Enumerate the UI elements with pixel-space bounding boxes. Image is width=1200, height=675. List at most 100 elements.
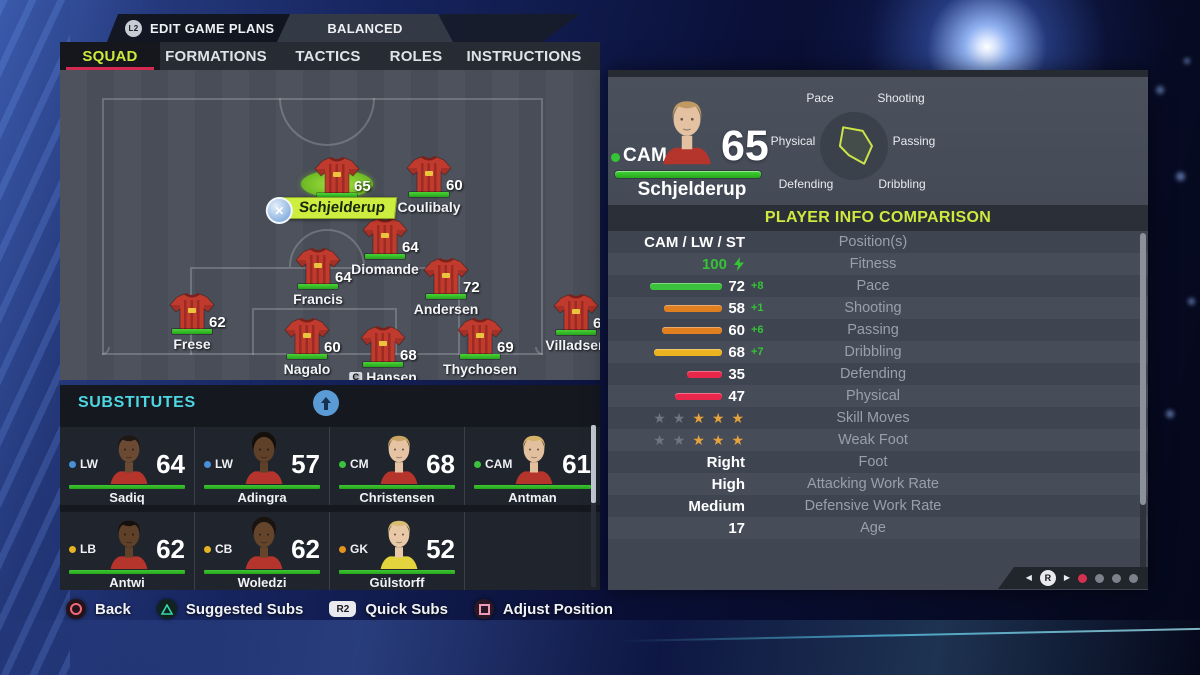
- r2-button-icon: R2: [329, 601, 357, 617]
- pitch-player[interactable]: 60 Coulibaly: [397, 155, 463, 215]
- attribute-label: Dribbling: [844, 344, 902, 360]
- comparison-row: 68 +7 Dribbling: [608, 341, 1148, 363]
- control-label: Back: [95, 600, 131, 618]
- stadium-light-streaks: [0, 0, 70, 675]
- player-info-panel: CAM 65 Schjelderup Pace Shooting Passing Dr…: [608, 70, 1148, 590]
- pitch-player[interactable]: 62 Frese: [169, 292, 226, 352]
- substitute-card[interactable]: LW 64 Sadiq: [60, 427, 195, 505]
- substitute-card[interactable]: CB 62 Woledzi: [195, 512, 330, 590]
- stadium-bokeh-light: [1166, 410, 1174, 418]
- stat-bar: [650, 282, 723, 290]
- cross-button-icon[interactable]: ✕: [265, 197, 293, 224]
- right-stick-icon: R: [1039, 570, 1056, 586]
- player-portrait: [106, 515, 152, 574]
- tab-squad[interactable]: SQUAD: [60, 42, 160, 70]
- fitness-bar: [204, 485, 320, 489]
- star-icon: ★: [692, 432, 706, 448]
- attribute-label: Passing: [847, 322, 899, 338]
- substitutes-scrollbar-thumb[interactable]: [591, 425, 596, 503]
- player-jersey-icon: [457, 317, 503, 357]
- attribute-label: Pace: [856, 278, 890, 294]
- radar-label-physical: Physical: [770, 134, 816, 148]
- control-back[interactable]: Back: [66, 599, 131, 619]
- pitch-player[interactable]: 60 Nagalo: [284, 317, 341, 377]
- pitch-corner-arc: [535, 347, 543, 355]
- comparison-row: CAM / LW / ST Position(s): [608, 231, 1148, 253]
- player-name: Villadsen: [545, 337, 600, 353]
- control-label: Suggested Subs: [185, 600, 304, 618]
- pitch-player[interactable]: 64 Diomande: [351, 217, 419, 277]
- player-rating: 60: [324, 339, 341, 356]
- radar-label-passing: Passing: [892, 134, 936, 148]
- tab-label: FORMATIONS: [165, 47, 267, 65]
- substitute-card[interactable]: LB 62 Antwi: [60, 512, 195, 590]
- attribute-label: Weak Foot: [838, 432, 908, 448]
- page-dot[interactable]: [1095, 573, 1104, 583]
- substitutes-title: SUBSTITUTES: [78, 394, 196, 411]
- player-jersey-icon: [553, 293, 599, 333]
- page-dot[interactable]: [1129, 573, 1138, 583]
- panel-scrollbar-thumb[interactable]: [1140, 233, 1146, 505]
- substitute-card[interactable]: GK 52 Gülstorff: [330, 512, 465, 590]
- position-indicator: CAM: [474, 457, 512, 471]
- pitch-player[interactable]: 72 Andersen: [414, 257, 480, 317]
- position-label: CB: [215, 542, 233, 556]
- control-label: Adjust Position: [502, 600, 613, 618]
- stat-bar: [664, 304, 723, 312]
- substitute-card[interactable]: CM 68 Christensen: [330, 427, 465, 505]
- player-rating: 60: [446, 177, 463, 194]
- pitch-player[interactable]: 69 Thychosen: [443, 317, 517, 377]
- player-portrait: [511, 430, 557, 489]
- substitute-card[interactable]: LW 57 Adingra: [195, 427, 330, 505]
- position-dot: [204, 545, 211, 553]
- attribute-label: Foot: [858, 454, 888, 470]
- player-rating: 64: [335, 269, 352, 286]
- player-rating: 69: [497, 339, 514, 356]
- tab-label: SQUAD: [82, 47, 138, 65]
- player-rating: 62: [156, 534, 185, 564]
- tab-roles[interactable]: ROLES: [384, 42, 448, 70]
- substitutes-panel: SUBSTITUTES LW 64 Sadiq LW 57 Adingra CM 68 Chri…: [60, 385, 600, 590]
- attribute-value: 47: [608, 385, 745, 407]
- substitute-card[interactable]: CAM 61 Antman: [465, 427, 600, 505]
- page-dot[interactable]: [1078, 573, 1087, 583]
- fitness-bar: [365, 254, 405, 259]
- stat-bonus: +7: [751, 346, 764, 358]
- star-icon: ★: [653, 410, 667, 426]
- value-text: CAM / LW / ST: [644, 233, 745, 251]
- comparison-row: 100 Fitness: [608, 253, 1148, 275]
- player-name: Schjelderup: [298, 199, 386, 216]
- pitch-player[interactable]: 63 Villadsen: [545, 293, 600, 353]
- control-suggested-subs[interactable]: Suggested Subs: [156, 599, 304, 619]
- stadium-bokeh-light: [1188, 298, 1195, 305]
- page-dot[interactable]: [1112, 573, 1121, 583]
- pitch-player[interactable]: 64 Francis: [293, 247, 352, 307]
- pitch-player[interactable]: 68 C Hansen: [349, 325, 417, 380]
- game-plan-preset-label: BALANCED: [327, 20, 403, 36]
- pitch-player[interactable]: 65 ✕ Schjelderup: [265, 156, 398, 224]
- player-jersey-icon: [314, 156, 360, 196]
- substitutes-scrollbar-track[interactable]: [591, 425, 596, 587]
- position-dot: [474, 460, 481, 468]
- tab-instructions[interactable]: INSTRUCTIONS: [448, 42, 600, 70]
- position-dot: [69, 460, 76, 468]
- player-position: CAM: [623, 145, 668, 166]
- attribute-value: High: [608, 473, 745, 495]
- game-plan-preset-tab[interactable]: BALANCED: [277, 14, 453, 42]
- edit-game-plans-button[interactable]: L2 EDIT GAME PLANS: [107, 14, 307, 42]
- control-adjust-position[interactable]: Adjust Position: [473, 599, 613, 619]
- tab-formations[interactable]: FORMATIONS: [160, 42, 272, 70]
- swap-up-arrow-button[interactable]: [313, 390, 339, 416]
- attribute-value: CAM / LW / ST: [608, 231, 745, 253]
- attribute-value: 58: [608, 297, 745, 319]
- comparison-row: 72 +8 Pace: [608, 275, 1148, 297]
- star-icon: ★: [692, 410, 706, 426]
- tab-tactics[interactable]: TACTICS: [272, 42, 384, 70]
- control-quick-subs[interactable]: R2 Quick Subs: [329, 601, 448, 618]
- stat-bar: [662, 326, 723, 334]
- attribute-value: 17: [608, 517, 745, 539]
- fitness-bar: [287, 354, 327, 359]
- fitness-bar: [204, 570, 320, 574]
- prev-page-icon[interactable]: ◀: [1025, 573, 1032, 582]
- next-page-icon[interactable]: ▶: [1063, 573, 1070, 582]
